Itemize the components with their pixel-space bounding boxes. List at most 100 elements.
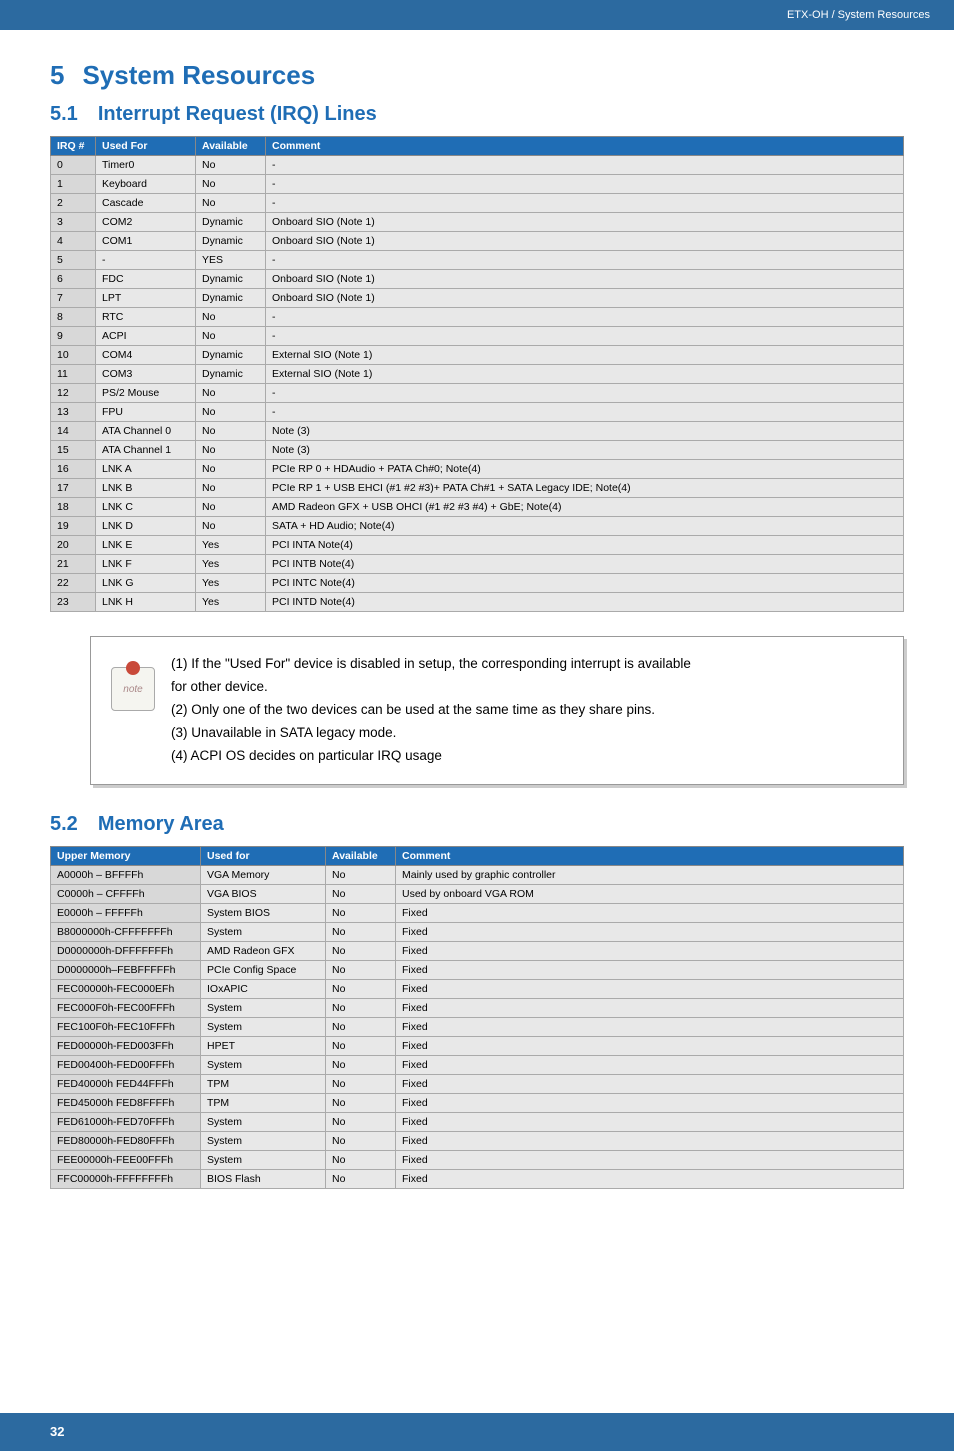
table-row: 21LNK FYesPCI INTB Note(4) (51, 555, 904, 574)
cell-upper: FEC00000h-FEC000EFh (51, 979, 201, 998)
cell-used: LNK E (96, 536, 196, 555)
cell-comment: Fixed (396, 960, 904, 979)
cell-used: PCIe Config Space (201, 960, 326, 979)
cell-comment: PCI INTB Note(4) (266, 555, 904, 574)
table-row: B8000000h-CFFFFFFFhSystemNoFixed (51, 922, 904, 941)
cell-avail: No (326, 1074, 396, 1093)
cell-avail: Dynamic (196, 213, 266, 232)
col-used: Used For (96, 137, 196, 156)
cell-irq: 7 (51, 289, 96, 308)
table-row: FED61000h-FED70FFFhSystemNoFixed (51, 1112, 904, 1131)
cell-avail: No (196, 498, 266, 517)
header-bar: ETX-OH / System Resources (0, 0, 954, 30)
cell-avail: No (196, 479, 266, 498)
table-row: FED45000h FED8FFFFhTPMNoFixed (51, 1093, 904, 1112)
table-row: FEC00000h-FEC000EFhIOxAPICNoFixed (51, 979, 904, 998)
cell-upper: FED61000h-FED70FFFh (51, 1112, 201, 1131)
cell-irq: 4 (51, 232, 96, 251)
cell-avail: No (326, 865, 396, 884)
note-line-2: (2) Only one of the two devices can be u… (171, 699, 691, 722)
cell-used: COM4 (96, 346, 196, 365)
cell-upper: B8000000h-CFFFFFFFh (51, 922, 201, 941)
cell-upper: FEC100F0h-FEC10FFFh (51, 1017, 201, 1036)
cell-avail: Yes (196, 593, 266, 612)
table-row: FED00000h-FED003FFhHPETNoFixed (51, 1036, 904, 1055)
cell-used: FPU (96, 403, 196, 422)
cell-avail: No (326, 1150, 396, 1169)
table-row: 17LNK BNoPCIe RP 1 + USB EHCI (#1 #2 #3)… (51, 479, 904, 498)
cell-used: - (96, 251, 196, 270)
cell-comment: Fixed (396, 979, 904, 998)
cell-comment: Onboard SIO (Note 1) (266, 289, 904, 308)
cell-irq: 20 (51, 536, 96, 555)
cell-comment: Fixed (396, 1150, 904, 1169)
memory-table: Upper Memory Used for Available Comment … (50, 846, 904, 1189)
cell-used: Keyboard (96, 175, 196, 194)
cell-comment: Fixed (396, 941, 904, 960)
cell-comment: Note (3) (266, 441, 904, 460)
table-row: FEC000F0h-FEC00FFFhSystemNoFixed (51, 998, 904, 1017)
cell-irq: 2 (51, 194, 96, 213)
col-upper: Upper Memory (51, 846, 201, 865)
table-row: FEE00000h-FEE00FFFhSystemNoFixed (51, 1150, 904, 1169)
section-title-text: Interrupt Request (IRQ) Lines (98, 103, 377, 125)
table-row: 12PS/2 MouseNo- (51, 384, 904, 403)
cell-comment: - (266, 308, 904, 327)
col-irq: IRQ # (51, 137, 96, 156)
cell-upper: FED00400h-FED00FFFh (51, 1055, 201, 1074)
table-row: 20LNK EYesPCI INTA Note(4) (51, 536, 904, 555)
cell-comment: Fixed (396, 1055, 904, 1074)
col-avail: Available (326, 846, 396, 865)
chapter-number: 5 (50, 60, 64, 90)
table-row: C0000h – CFFFFhVGA BIOSNoUsed by onboard… (51, 884, 904, 903)
section-5-1-title: 5.1Interrupt Request (IRQ) Lines (50, 103, 904, 126)
cell-comment: Onboard SIO (Note 1) (266, 232, 904, 251)
cell-used: System (201, 998, 326, 1017)
cell-comment: Note (3) (266, 422, 904, 441)
table-row: D0000000h-DFFFFFFFhAMD Radeon GFXNoFixed (51, 941, 904, 960)
table-row: 5-YES- (51, 251, 904, 270)
table-row: FED80000h-FED80FFFhSystemNoFixed (51, 1131, 904, 1150)
cell-irq: 5 (51, 251, 96, 270)
cell-used: LNK D (96, 517, 196, 536)
irq-table: IRQ # Used For Available Comment 0Timer0… (50, 136, 904, 612)
cell-upper: FED45000h FED8FFFFh (51, 1093, 201, 1112)
cell-avail: Dynamic (196, 346, 266, 365)
cell-used: ATA Channel 1 (96, 441, 196, 460)
cell-avail: No (196, 403, 266, 422)
cell-irq: 0 (51, 156, 96, 175)
cell-used: FDC (96, 270, 196, 289)
cell-comment: SATA + HD Audio; Note(4) (266, 517, 904, 536)
page-content: 5System Resources 5.1Interrupt Request (… (0, 30, 954, 1233)
table-row: 6FDCDynamicOnboard SIO (Note 1) (51, 270, 904, 289)
cell-upper: FED40000h FED44FFFh (51, 1074, 201, 1093)
cell-used: Cascade (96, 194, 196, 213)
cell-comment: Fixed (396, 903, 904, 922)
cell-avail: No (326, 884, 396, 903)
cell-avail: No (196, 175, 266, 194)
cell-irq: 15 (51, 441, 96, 460)
cell-comment: AMD Radeon GFX + USB OHCI (#1 #2 #3 #4) … (266, 498, 904, 517)
page-number: 32 (50, 1424, 64, 1439)
cell-comment: - (266, 327, 904, 346)
cell-avail: No (326, 941, 396, 960)
cell-used: System (201, 1055, 326, 1074)
cell-comment: PCI INTC Note(4) (266, 574, 904, 593)
cell-upper: FED00000h-FED003FFh (51, 1036, 201, 1055)
note-text: (1) If the "Used For" device is disabled… (171, 653, 691, 768)
cell-avail: Dynamic (196, 270, 266, 289)
table-row: 11COM3DynamicExternal SIO (Note 1) (51, 365, 904, 384)
cell-avail: No (326, 1017, 396, 1036)
cell-avail: No (196, 156, 266, 175)
table-row: 13FPUNo- (51, 403, 904, 422)
cell-irq: 14 (51, 422, 96, 441)
cell-upper: FEE00000h-FEE00FFFh (51, 1150, 201, 1169)
col-usedfor: Used for (201, 846, 326, 865)
table-row: 8RTCNo- (51, 308, 904, 327)
table-row: 7LPTDynamicOnboard SIO (Note 1) (51, 289, 904, 308)
cell-comment: External SIO (Note 1) (266, 346, 904, 365)
cell-avail: Dynamic (196, 289, 266, 308)
cell-avail: Yes (196, 574, 266, 593)
cell-avail: No (196, 460, 266, 479)
table-row: 14ATA Channel 0NoNote (3) (51, 422, 904, 441)
